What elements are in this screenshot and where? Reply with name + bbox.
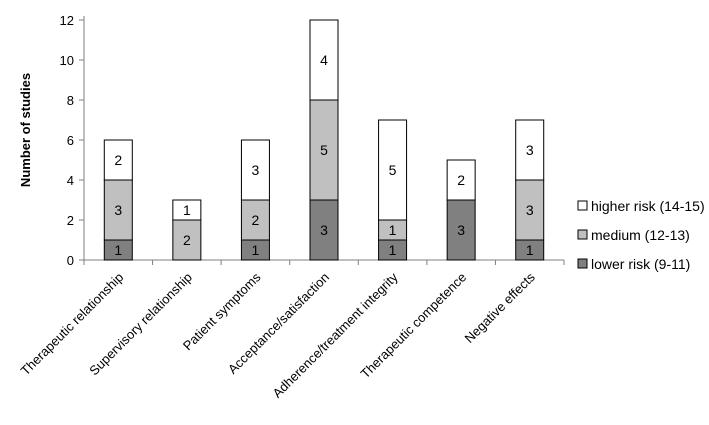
data-label: 1 bbox=[114, 242, 122, 258]
bar-segment bbox=[446, 159, 476, 201]
data-label: 2 bbox=[457, 172, 465, 188]
y-tick-label: 2 bbox=[67, 213, 74, 228]
data-label: 3 bbox=[457, 222, 465, 238]
y-tick-label: 0 bbox=[67, 253, 74, 268]
legend-label: higher risk (14-15) bbox=[591, 198, 705, 214]
legend-swatch bbox=[577, 200, 588, 211]
data-label: 1 bbox=[389, 222, 397, 238]
bar-segment bbox=[172, 219, 202, 261]
x-tick-label: Negative effects bbox=[461, 269, 538, 346]
y-tick-label: 8 bbox=[67, 93, 74, 108]
data-label: 3 bbox=[526, 142, 534, 158]
data-label: 5 bbox=[389, 162, 397, 178]
bar-segment bbox=[240, 199, 270, 241]
data-label: 3 bbox=[320, 222, 328, 238]
bar-segment bbox=[172, 199, 202, 221]
data-label: 2 bbox=[114, 152, 122, 168]
legend-swatch bbox=[577, 258, 588, 269]
bar-segment bbox=[515, 119, 545, 181]
data-label: 2 bbox=[183, 232, 191, 248]
bar-segment bbox=[309, 99, 339, 201]
y-tick-label: 12 bbox=[60, 13, 74, 28]
data-label: 5 bbox=[320, 142, 328, 158]
y-tick-label: 6 bbox=[67, 133, 74, 148]
legend-label: lower risk (9-11) bbox=[591, 256, 690, 272]
data-label: 3 bbox=[526, 202, 534, 218]
x-tick-label: Adherence/treatment integrity bbox=[269, 269, 401, 401]
data-label: 1 bbox=[252, 242, 260, 258]
data-label: 4 bbox=[320, 52, 328, 68]
bar-segment bbox=[103, 139, 133, 181]
bar-segment bbox=[446, 199, 476, 261]
y-tick-label: 4 bbox=[67, 173, 74, 188]
legend-label: medium (12-13) bbox=[591, 227, 690, 243]
y-tick-label: 10 bbox=[60, 53, 74, 68]
legend: higher risk (14-15) medium (12-13) lower r… bbox=[577, 198, 705, 272]
bar-segment bbox=[378, 119, 408, 221]
y-axis-label: Number of studies bbox=[18, 73, 33, 187]
data-label: 1 bbox=[389, 242, 397, 258]
data-label: 2 bbox=[252, 212, 260, 228]
data-label: 3 bbox=[114, 202, 122, 218]
bar-segment bbox=[309, 19, 339, 101]
bar-segment bbox=[240, 139, 270, 201]
data-label: 1 bbox=[183, 202, 191, 218]
data-label: 1 bbox=[526, 242, 534, 258]
bars: 1 3 2 2 1 1 2 3 3 5 4 1 1 5 3 2 1 3 3 bbox=[103, 19, 545, 261]
bar-segment bbox=[309, 199, 339, 261]
data-label: 3 bbox=[252, 162, 260, 178]
legend-swatch bbox=[577, 229, 588, 240]
